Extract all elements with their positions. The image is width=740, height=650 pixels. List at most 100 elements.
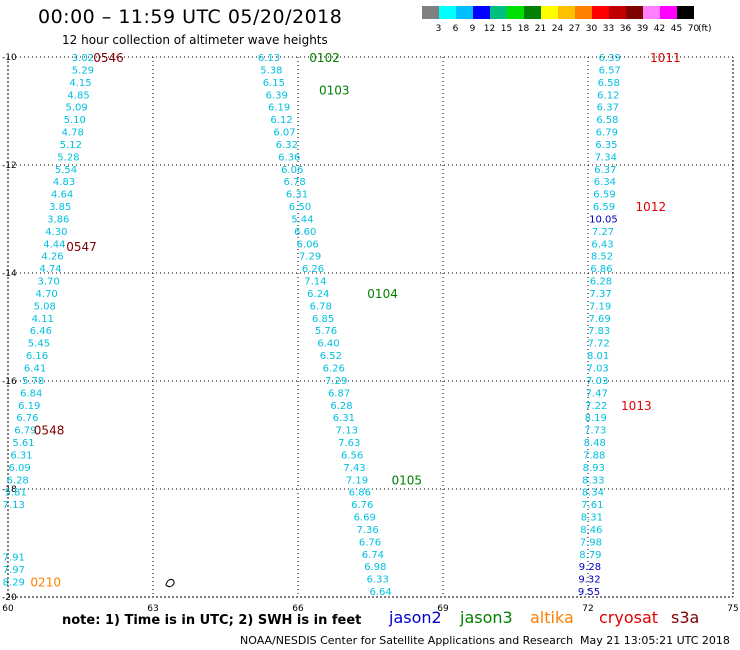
wave-height-value: 6.56 — [341, 450, 363, 461]
wave-height-value: 7.73 — [584, 426, 606, 437]
wave-height-value: 6.79 — [14, 426, 36, 437]
page-subtitle: 12 hour collection of altimeter wave hei… — [62, 33, 328, 47]
island-outline-icon — [165, 578, 175, 588]
colorbar-level-label: 3 — [436, 24, 442, 34]
wave-height-value: 10.05 — [589, 214, 618, 225]
wave-height-value: 6.87 — [328, 388, 350, 399]
wave-height-value: 8.52 — [591, 252, 613, 263]
wave-height-value: 5.38 — [260, 65, 282, 76]
wave-height-value: 9.28 — [579, 562, 601, 573]
lat-tick-label: -20 — [2, 593, 17, 603]
colorbar-level-label: 33 — [603, 24, 614, 34]
legend-jason2: jason2 — [389, 608, 442, 627]
wave-height-value: 7.03 — [586, 376, 608, 387]
wave-height-value: 6.39 — [599, 53, 621, 64]
wave-height-value: 8.34 — [582, 488, 604, 499]
lat-tick-label: -12 — [2, 161, 17, 171]
wave-height-value: 5.28 — [57, 152, 79, 163]
lon-tick-label: 63 — [147, 604, 158, 614]
wave-height-value: 7.98 — [580, 537, 602, 548]
colorbar-level-label: 21 — [535, 24, 546, 34]
wave-height-value: 6.59 — [593, 190, 615, 201]
lon-tick-label: 66 — [292, 604, 304, 614]
wave-height-value: 6.24 — [307, 289, 329, 300]
colorbar-level-label: 70 — [688, 24, 700, 34]
wave-height-value: 6.78 — [310, 301, 332, 312]
colorbar-level-label: 42 — [654, 24, 665, 34]
wave-height-value: 6.34 — [594, 177, 616, 188]
wave-height-value: 7.19 — [346, 475, 368, 486]
colorbar-level-label: 6 — [453, 24, 459, 34]
colorbar-level-label: 9 — [470, 24, 476, 34]
colorbar-level-label: 30 — [586, 24, 598, 34]
wave-height-value: 4.85 — [67, 90, 89, 101]
wave-height-value: 6.32 — [276, 140, 298, 151]
page-title: 00:00 – 11:59 UTC 05/20/2018 — [38, 6, 343, 28]
colorbar-level-label: 27 — [569, 24, 580, 34]
wave-height-value: 6.57 — [599, 65, 621, 76]
wave-height-value: 6.28 — [590, 277, 612, 288]
wave-height-value: 6.12 — [270, 115, 292, 126]
wave-height-value: 6.26 — [302, 264, 324, 275]
colorbar-unit-label: (ft) — [698, 24, 712, 34]
pass-time-label: 0210 — [30, 575, 61, 589]
colorbar-swatch — [592, 6, 609, 19]
wave-height-value: 6.15 — [263, 78, 285, 89]
wave-height-value: 6.58 — [598, 78, 620, 89]
wave-height-value: 7.27 — [592, 227, 614, 238]
wave-height-value: 6.86 — [590, 264, 612, 275]
colorbar-swatch — [490, 6, 507, 19]
wave-height-value: 4.70 — [36, 289, 58, 300]
colorbar-swatch — [643, 6, 660, 19]
wave-height-value: 6.26 — [323, 364, 345, 375]
wave-height-value: 5.44 — [291, 214, 313, 225]
colorbar-swatch — [660, 6, 677, 19]
wave-height-value: 5.45 — [28, 339, 50, 350]
wave-height-value: 5.09 — [66, 103, 88, 114]
wave-height-value: 5.29 — [72, 65, 94, 76]
wave-height-value: 6.37 — [597, 103, 619, 114]
lon-tick-label: 75 — [727, 604, 738, 614]
wave-height-value: 4.26 — [41, 252, 63, 263]
wave-height-value: 4.74 — [39, 264, 61, 275]
wave-height-value: 3.86 — [47, 214, 69, 225]
pass-time-label: 0547 — [66, 240, 97, 254]
lat-tick-label: -18 — [2, 485, 17, 495]
colorbar-swatch — [524, 6, 541, 19]
wave-height-value: 4.64 — [51, 190, 73, 201]
wave-height-value: 7.97 — [3, 565, 25, 576]
color-scale-legend: 3 6 9 12 15 18 21 24 27 30 33 36 39 42 45 70(ft) — [422, 6, 712, 34]
lon-tick-label: 69 — [437, 604, 449, 614]
wave-height-value: 6.33 — [367, 575, 389, 586]
wave-height-value: 7.91 — [3, 553, 25, 564]
map-frame — [7, 56, 734, 598]
wave-height-value: 7.69 — [588, 314, 610, 325]
colorbar-swatch — [456, 6, 473, 19]
colorbar-swatch — [558, 6, 575, 19]
wave-height-value: 6.76 — [16, 413, 38, 424]
wave-height-value: 8.01 — [587, 351, 609, 362]
colorbar-swatch — [626, 6, 643, 19]
wave-height-value: 8.19 — [585, 413, 607, 424]
legend-s3a: s3a — [671, 608, 700, 627]
wave-height-value: 6.16 — [26, 351, 48, 362]
wave-height-value: 7.47 — [586, 388, 608, 399]
colorbar-swatch — [575, 6, 592, 19]
wave-height-value: 7.13 — [336, 426, 358, 437]
wave-height-value: 7.83 — [588, 326, 610, 337]
legend-jason3: jason3 — [460, 608, 513, 627]
wave-height-value: 4.78 — [62, 128, 84, 139]
wave-height-value: 9.55 — [578, 587, 600, 598]
pass-time-label: 0546 — [93, 51, 124, 65]
wave-height-value: 8.79 — [579, 550, 601, 561]
pass-time-label: 0105 — [391, 473, 422, 487]
wave-height-value: 6.39 — [266, 90, 288, 101]
wave-height-value: 6.28 — [7, 475, 29, 486]
wave-height-value: 6.60 — [294, 227, 316, 238]
wave-height-value: 7.43 — [343, 463, 365, 474]
colorbar-swatch — [677, 6, 694, 19]
pass-time-label: 0102 — [309, 51, 340, 65]
colorbar-swatch — [507, 6, 524, 19]
wave-height-value: 8.31 — [581, 513, 603, 524]
